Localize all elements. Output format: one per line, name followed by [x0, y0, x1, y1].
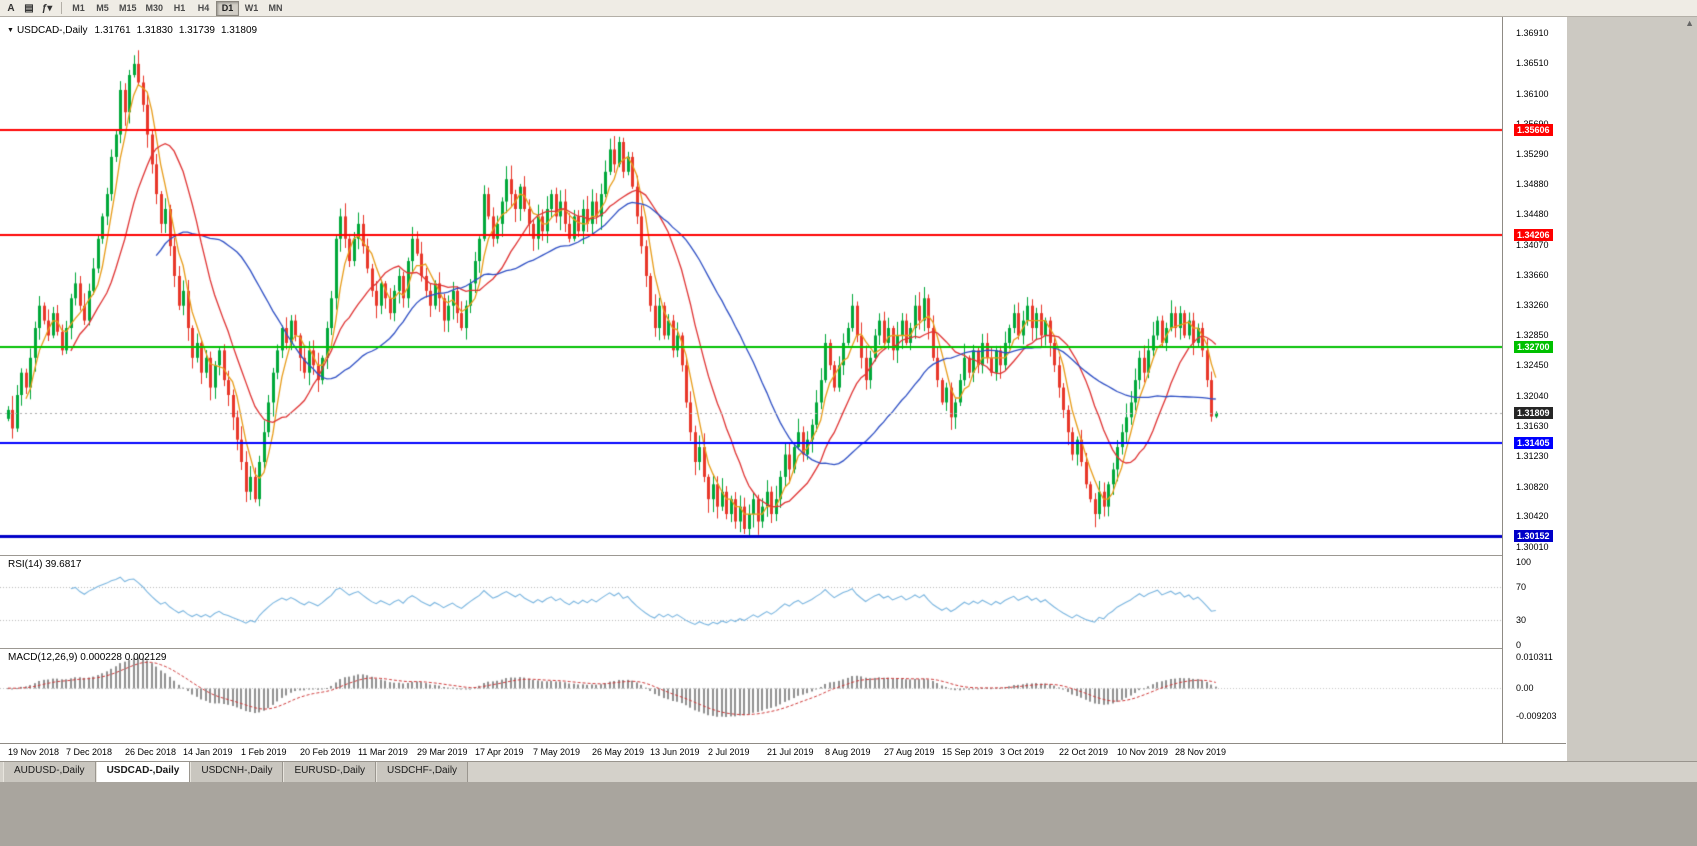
price-tick-label: 1.32040: [1516, 390, 1549, 401]
scroll-up-icon[interactable]: ▲: [1685, 18, 1694, 28]
date-label: 1 Feb 2019: [241, 747, 287, 757]
rsi-level-label: 0: [1516, 640, 1522, 650]
price-tick-label: 1.30820: [1516, 481, 1549, 492]
right-filler: ▲: [1567, 17, 1697, 761]
date-label: 10 Nov 2019: [1117, 747, 1169, 757]
rsi-pane-splitter[interactable]: [0, 555, 1566, 556]
chart-ohlc-header: ▼ USDCAD-,Daily 1.31761 1.31830 1.31739 1.318…: [7, 25, 263, 36]
ohlc-high: 1.31830: [136, 25, 173, 36]
chart-tab-bar: AUDUSD-,Daily USDCAD-,Daily USDCNH-,Daily E…: [0, 761, 1697, 782]
rsi-level-label: 30: [1516, 615, 1527, 626]
bottom-filler: [0, 782, 1697, 846]
rsi-title: RSI(14) 39.6817: [8, 559, 82, 570]
date-label: 7 May 2019: [533, 747, 581, 757]
macd-pane-splitter[interactable]: [0, 648, 1566, 649]
chart-type-button[interactable]: ▤: [20, 1, 38, 16]
toolbar-separator: [61, 2, 62, 14]
date-axis[interactable]: 19 Nov 2018 7 Dec 2018 26 Dec 2018 14 Jan 2…: [0, 743, 1566, 761]
hline-price-badge: 1.35606: [1514, 124, 1553, 137]
price-tick-label: 1.35290: [1516, 148, 1549, 159]
rsi-level-label: 70: [1516, 581, 1527, 592]
hline-price-badge: 1.30152: [1514, 530, 1553, 543]
date-label: 2 Jul 2019: [708, 747, 750, 757]
price-tick-label: 1.32450: [1516, 360, 1549, 371]
timeframe-button-h4[interactable]: H4: [192, 1, 215, 16]
ohlc-open: 1.31761: [94, 25, 131, 36]
chart-symbol-label: USDCAD-,Daily: [16, 25, 88, 36]
timeframe-button-m30[interactable]: M30: [142, 1, 168, 16]
timeframe-button-h1[interactable]: H1: [168, 1, 191, 16]
date-label: 26 May 2019: [592, 747, 645, 757]
chart-tab[interactable]: AUDUSD-,Daily: [3, 762, 96, 782]
date-label: 26 Dec 2018: [125, 747, 177, 757]
price-tick-label: 1.34480: [1516, 209, 1549, 220]
date-label: 21 Jul 2019: [767, 747, 814, 757]
date-label: 13 Jun 2019: [650, 747, 700, 757]
rsi-level-label: 100: [1516, 557, 1532, 567]
date-label: 14 Jan 2019: [183, 747, 233, 757]
price-tick-label: 1.36100: [1516, 88, 1549, 99]
hline-price-badge: 1.34206: [1514, 228, 1553, 241]
toolbar-left-buttons: A ▤ ƒ▾: [2, 1, 56, 16]
rsi-canvas[interactable]: [0, 556, 1502, 648]
price-tick-label: 1.34880: [1516, 179, 1549, 190]
macd-title: MACD(12,26,9) 0.000228 0.002129: [8, 652, 167, 663]
price-tick-label: 1.34070: [1516, 239, 1549, 250]
hline-price-badge: 1.32700: [1514, 340, 1553, 353]
ohlc-low: 1.31739: [178, 25, 215, 36]
price-tick-label: 1.33260: [1516, 299, 1549, 310]
date-label: 17 Apr 2019: [475, 747, 524, 757]
date-label: 8 Aug 2019: [825, 747, 871, 757]
price-tick-label: 1.36910: [1516, 28, 1549, 39]
price-tick-label: 1.36510: [1516, 58, 1549, 69]
timeframe-button-d1[interactable]: D1: [216, 0, 240, 16]
price-tick-label: 1.30010: [1516, 541, 1549, 552]
hline-price-badge: 1.31405: [1514, 437, 1553, 449]
date-label: 19 Nov 2018: [8, 747, 60, 757]
chart-tab[interactable]: EURUSD-,Daily: [283, 762, 377, 782]
date-label: 15 Sep 2019: [942, 747, 994, 757]
current-price-badge: 1.31809: [1514, 406, 1553, 419]
chart-window: ▼ USDCAD-,Daily 1.31761 1.31830 1.31739 1.318…: [0, 17, 1697, 846]
chart-tab[interactable]: USDCNH-,Daily: [190, 762, 284, 782]
date-label: 29 Mar 2019: [417, 747, 468, 757]
date-label: 7 Dec 2018: [66, 747, 113, 757]
macd-canvas[interactable]: [0, 649, 1502, 743]
oneclick-arrow-icon[interactable]: ▼: [7, 27, 14, 34]
price-axis[interactable]: 1.36910 1.36510 1.36100 1.35690 1.35290 1.348…: [1502, 17, 1566, 743]
macd-scale-label: 0.00: [1516, 683, 1534, 694]
timeframe-button-w1[interactable]: W1: [240, 1, 263, 16]
text-tool-button[interactable]: A: [2, 1, 20, 16]
chart-tab[interactable]: USDCHF-,Daily: [376, 762, 469, 782]
macd-scale-label: -0.009203: [1516, 711, 1557, 722]
price-tick-label: 1.30420: [1516, 511, 1549, 522]
timeframe-button-m1[interactable]: M1: [67, 1, 90, 16]
timeframe-button-m15[interactable]: M15: [115, 1, 141, 16]
price-tick-label: 1.31630: [1516, 421, 1549, 432]
date-label: 22 Oct 2019: [1059, 747, 1109, 757]
chart-tab[interactable]: USDCAD-,Daily: [95, 762, 191, 782]
price-tick-label: 1.35690: [1516, 119, 1549, 129]
top-toolbar: A ▤ ƒ▾ M1 M5 M15 M30 H1 H4 D1 W1 MN: [0, 0, 1697, 17]
macd-scale-label: 0.010311: [1516, 651, 1553, 662]
price-tick-label: 1.33660: [1516, 270, 1549, 281]
price-chart-canvas[interactable]: [0, 17, 1502, 555]
price-tick-label: 1.32850: [1516, 330, 1549, 341]
date-label: 27 Aug 2019: [884, 747, 935, 757]
timeframe-button-m5[interactable]: M5: [91, 1, 114, 16]
date-label: 28 Nov 2019: [1175, 747, 1227, 757]
date-label: 3 Oct 2019: [1000, 747, 1045, 757]
date-label: 20 Feb 2019: [300, 747, 351, 757]
ohlc-close: 1.31809: [220, 25, 258, 36]
quick-menu-button[interactable]: ƒ▾: [38, 1, 56, 16]
date-label: 11 Mar 2019: [358, 747, 408, 757]
timeframe-toolbar: M1 M5 M15 M30 H1 H4 D1 W1 MN: [67, 0, 288, 16]
price-tick-label: 1.31230: [1516, 451, 1549, 462]
timeframe-button-mn[interactable]: MN: [264, 1, 287, 16]
